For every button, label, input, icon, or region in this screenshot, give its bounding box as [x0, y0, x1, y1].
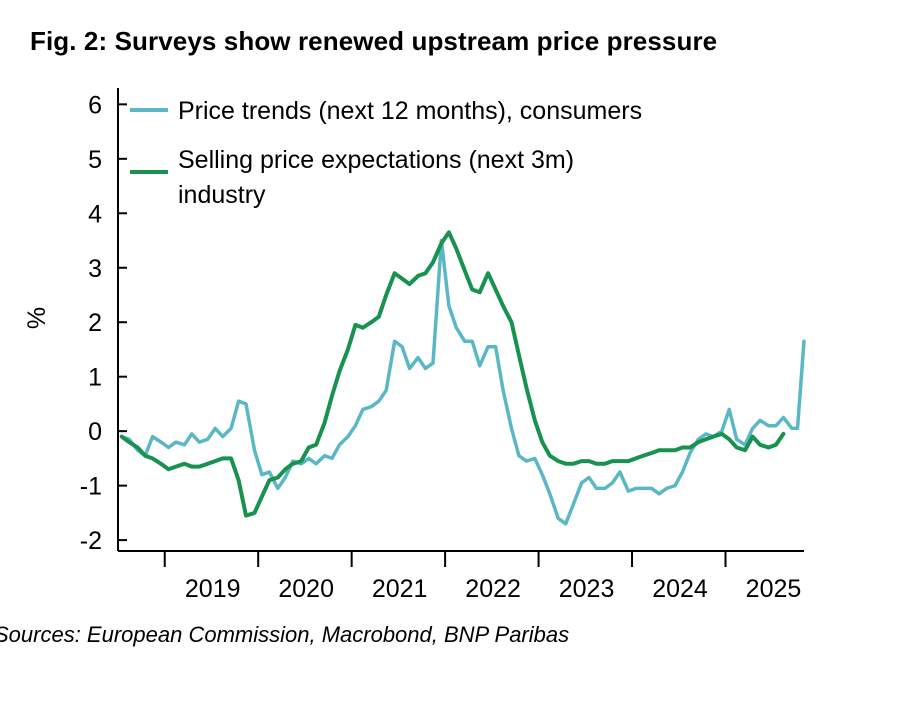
legend-label-2: Selling price expectations (next 3m): [178, 146, 574, 174]
series-line-2: [119, 230, 786, 518]
y-tick-label: 2: [88, 309, 102, 337]
y-axis-label: %: [23, 307, 51, 329]
x-tick-label: 2019: [185, 575, 241, 603]
x-tick-label: 2024: [652, 575, 708, 603]
chart-title: Fig. 2: Surveys show renewed upstream pr…: [30, 26, 718, 56]
legend-label-1: Price trends (next 12 months), consumers: [178, 97, 642, 125]
y-tick-label: 1: [88, 364, 102, 392]
y-tick-label: 6: [88, 91, 102, 119]
x-tick-label: 2022: [465, 575, 521, 603]
y-tick-label: -1: [80, 473, 102, 501]
y-axis: -2 -1 0 1 2 3 4 5 6: [80, 88, 127, 555]
x-tick-label: 2025: [746, 575, 802, 603]
y-tick-label: 3: [88, 255, 102, 283]
y-tick-label: -2: [80, 527, 102, 555]
x-tick-label: 2020: [278, 575, 334, 603]
series-layer: [119, 230, 806, 526]
y-tick-label: 0: [88, 418, 102, 446]
source-note: Sources: European Commission, Macrobond,…: [0, 622, 570, 647]
x-tick-label: 2023: [559, 575, 615, 603]
y-tick-label: 5: [88, 146, 102, 174]
y-tick-label: 4: [88, 200, 102, 228]
x-tick-label: 2021: [372, 575, 428, 603]
series-line-1: [119, 238, 806, 526]
legend: Price trends (next 12 months), consumers…: [130, 97, 642, 209]
legend-label-2: industry: [178, 181, 266, 209]
x-axis: 2019 2020 2021 2022 2023 2024 2025: [118, 550, 804, 603]
